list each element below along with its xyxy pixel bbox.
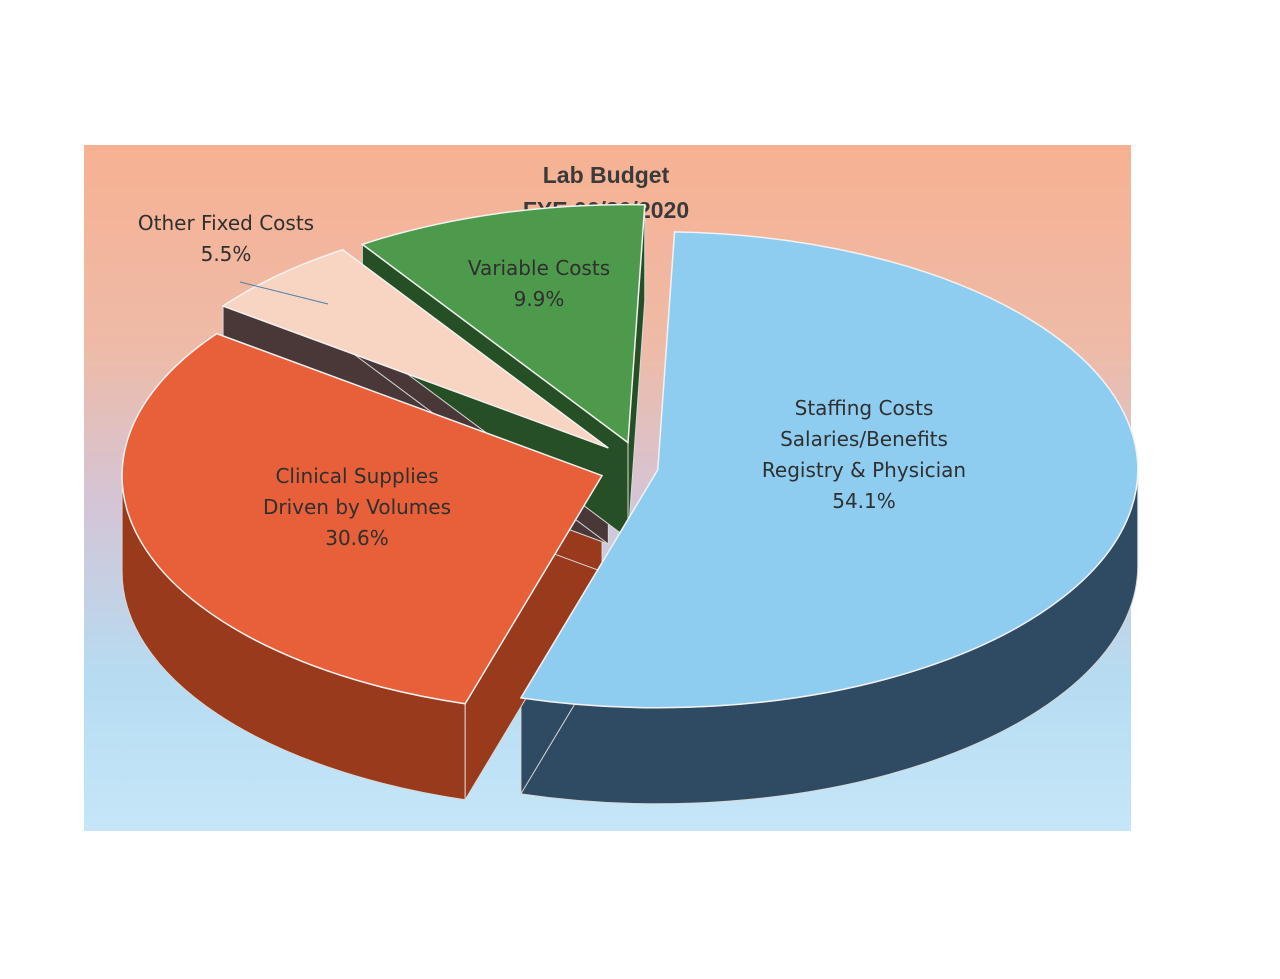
- slice-label-1-line-2: 30.6%: [325, 526, 389, 550]
- slice-label-3-line-1: 9.9%: [514, 287, 565, 311]
- slice-top-other-fixed-costs: [221, 248, 609, 449]
- slice-label-1-line-0: Clinical Supplies: [275, 464, 438, 488]
- slice-label-0-line-0: Staffing Costs: [795, 396, 934, 420]
- slice-labels: Staffing Costs Salaries/Benefits Registry …: [138, 211, 966, 550]
- slice-label-0-line-2: Registry & Physician: [762, 458, 966, 482]
- slice-top-clinical-supplies: [121, 332, 604, 705]
- slice-top-staffing-costs: [519, 231, 1139, 709]
- slice-top-variable-costs: [360, 203, 646, 445]
- pie-slices: [121, 203, 1139, 805]
- slice-label-3-line-0: Variable Costs: [468, 256, 610, 280]
- slice-label-1-line-1: Driven by Volumes: [263, 495, 451, 519]
- slice-label-2-line-1: 5.5%: [201, 242, 252, 266]
- other-fixed-costs-leader-line: [239, 281, 329, 305]
- slice-label-2-line-0: Other Fixed Costs: [138, 211, 314, 235]
- slice-label-0-line-1: Salaries/Benefits: [780, 427, 948, 451]
- slice-label-0-line-3: 54.1%: [832, 489, 896, 513]
- chart-title: Lab Budget: [543, 162, 670, 188]
